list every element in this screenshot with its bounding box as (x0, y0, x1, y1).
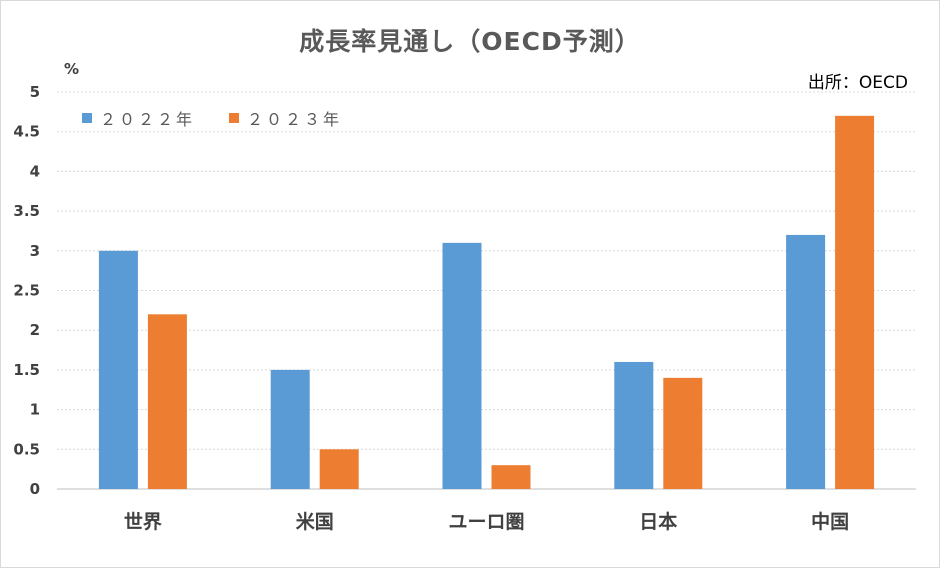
bar-2022 (98, 250, 138, 489)
y-tick-label: 5 (30, 83, 40, 101)
y-tick-label: 3 (30, 242, 40, 260)
legend-item-2022: ２０２２年 (82, 106, 195, 130)
x-category-label: 中国 (811, 510, 849, 533)
legend: ２０２２年 ２０２３年 (82, 106, 342, 130)
x-category-label: 日本 (639, 510, 677, 533)
bar-2022 (442, 242, 482, 489)
bar-2023 (319, 449, 359, 489)
bar-2023 (491, 465, 531, 489)
x-category-label: 米国 (296, 510, 334, 533)
y-tick-label: 0.5 (13, 440, 40, 458)
legend-label-2023: ２０２３年 (247, 110, 343, 129)
legend-swatch-2023 (229, 113, 240, 123)
y-tick-label: 4 (30, 162, 40, 180)
y-tick-label: 1.5 (13, 361, 40, 379)
y-tick-label: 3.5 (13, 202, 40, 220)
bar-2022 (786, 234, 826, 489)
bar-2022 (270, 369, 310, 489)
bar-2022 (614, 361, 654, 489)
bar-2023 (147, 314, 187, 489)
bar-2023 (835, 115, 875, 489)
y-axis-unit: % (64, 60, 80, 78)
y-tick-label: 1 (30, 401, 40, 419)
y-tick-label: 2.5 (13, 282, 40, 300)
y-tick-label: 4.5 (13, 123, 40, 141)
legend-swatch-2022 (82, 113, 92, 123)
chart-title: 成長率見通し（OECD予測） (299, 27, 641, 56)
y-tick-label: 0 (30, 480, 40, 498)
legend-label-2022: ２０２２年 (100, 110, 196, 129)
source-note: 出所：OECD (807, 73, 908, 93)
x-category-label: 世界 (124, 511, 162, 533)
x-category-label: ユーロ圏 (448, 511, 524, 533)
bar-2023 (663, 377, 703, 489)
y-tick-label: 2 (30, 321, 40, 339)
legend-item-2023: ２０２３年 (229, 106, 342, 130)
